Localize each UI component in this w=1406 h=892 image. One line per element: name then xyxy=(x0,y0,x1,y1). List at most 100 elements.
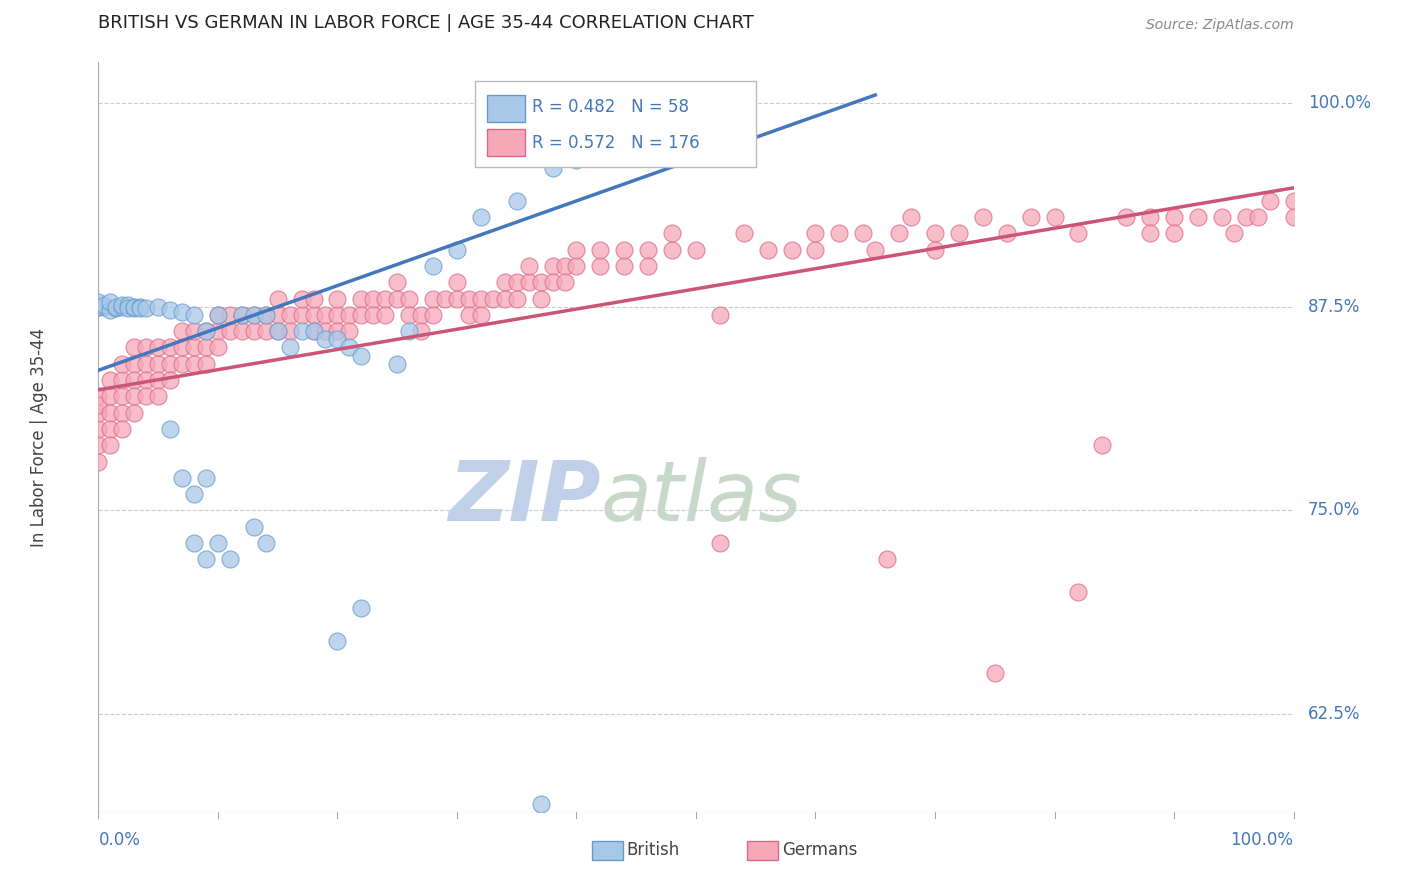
Point xyxy=(876,552,898,566)
Point xyxy=(637,243,659,257)
Text: 87.5%: 87.5% xyxy=(1308,298,1360,316)
Point xyxy=(87,406,110,420)
Point xyxy=(87,454,110,468)
Point xyxy=(1163,210,1185,224)
FancyBboxPatch shape xyxy=(748,841,779,861)
Point xyxy=(302,292,325,306)
Point xyxy=(254,308,277,322)
Point xyxy=(148,389,170,403)
Point xyxy=(541,276,564,290)
Point xyxy=(129,300,152,314)
Point xyxy=(87,438,110,452)
Point xyxy=(243,308,266,322)
Point xyxy=(267,324,290,338)
Point xyxy=(506,292,529,306)
Point xyxy=(661,243,683,257)
Point xyxy=(506,194,529,208)
Point xyxy=(267,324,290,338)
Point xyxy=(291,292,314,306)
Point xyxy=(219,552,242,566)
Point xyxy=(183,536,205,550)
Point xyxy=(254,536,277,550)
Point xyxy=(1211,210,1233,224)
Point xyxy=(278,341,301,355)
Point xyxy=(87,422,110,436)
Point xyxy=(458,292,481,306)
Point xyxy=(98,373,122,387)
Point xyxy=(172,324,194,338)
Point xyxy=(685,243,707,257)
Point xyxy=(339,308,361,322)
Point xyxy=(350,308,373,322)
Point xyxy=(326,308,349,322)
Point xyxy=(709,536,731,550)
Text: R = 0.572   N = 176: R = 0.572 N = 176 xyxy=(533,134,700,152)
FancyBboxPatch shape xyxy=(592,841,623,861)
Point xyxy=(148,300,170,314)
Point xyxy=(124,406,146,420)
Point xyxy=(195,324,218,338)
Point xyxy=(183,324,205,338)
Point xyxy=(183,487,205,501)
Point xyxy=(339,341,361,355)
Point xyxy=(291,324,314,338)
Point xyxy=(1067,227,1090,241)
Point xyxy=(243,308,266,322)
Point xyxy=(374,308,396,322)
Point xyxy=(339,324,361,338)
Point xyxy=(124,373,146,387)
Point xyxy=(972,210,994,224)
Point xyxy=(87,300,110,314)
Point xyxy=(565,153,588,168)
Point xyxy=(135,341,157,355)
Text: BRITISH VS GERMAN IN LABOR FORCE | AGE 35-44 CORRELATION CHART: BRITISH VS GERMAN IN LABOR FORCE | AGE 3… xyxy=(98,14,754,32)
Point xyxy=(470,210,492,224)
Point xyxy=(1139,210,1161,224)
Point xyxy=(98,406,122,420)
Point xyxy=(111,357,134,371)
Point xyxy=(924,243,946,257)
Point xyxy=(172,357,194,371)
Point xyxy=(148,341,170,355)
Point xyxy=(613,128,636,143)
Point xyxy=(183,357,205,371)
Point xyxy=(900,210,922,224)
Point xyxy=(398,292,420,306)
Point xyxy=(995,227,1018,241)
Point xyxy=(111,373,134,387)
Point xyxy=(148,373,170,387)
Point xyxy=(326,633,349,648)
Point xyxy=(1258,194,1281,208)
Point xyxy=(207,308,229,322)
Text: Germans: Germans xyxy=(782,841,858,859)
Point xyxy=(804,243,827,257)
Point xyxy=(1247,210,1270,224)
Point xyxy=(135,357,157,371)
Point xyxy=(1163,227,1185,241)
Point xyxy=(481,292,505,306)
Point xyxy=(709,308,731,322)
Point xyxy=(302,324,325,338)
Point xyxy=(350,601,373,615)
Point xyxy=(446,292,468,306)
Text: 62.5%: 62.5% xyxy=(1308,705,1361,723)
Point xyxy=(470,308,492,322)
Point xyxy=(530,797,553,811)
Point xyxy=(948,227,970,241)
FancyBboxPatch shape xyxy=(486,95,524,121)
Point xyxy=(98,422,122,436)
Point xyxy=(865,243,887,257)
Point xyxy=(363,308,385,322)
Point xyxy=(124,300,146,314)
Point xyxy=(541,259,564,273)
Point xyxy=(98,438,122,452)
Point xyxy=(1282,194,1305,208)
Point xyxy=(207,308,229,322)
Point xyxy=(315,324,337,338)
Text: atlas: atlas xyxy=(600,457,801,538)
Text: R = 0.482   N = 58: R = 0.482 N = 58 xyxy=(533,98,689,116)
Point xyxy=(1223,227,1246,241)
Point xyxy=(385,292,409,306)
Point xyxy=(446,243,468,257)
Point xyxy=(385,276,409,290)
